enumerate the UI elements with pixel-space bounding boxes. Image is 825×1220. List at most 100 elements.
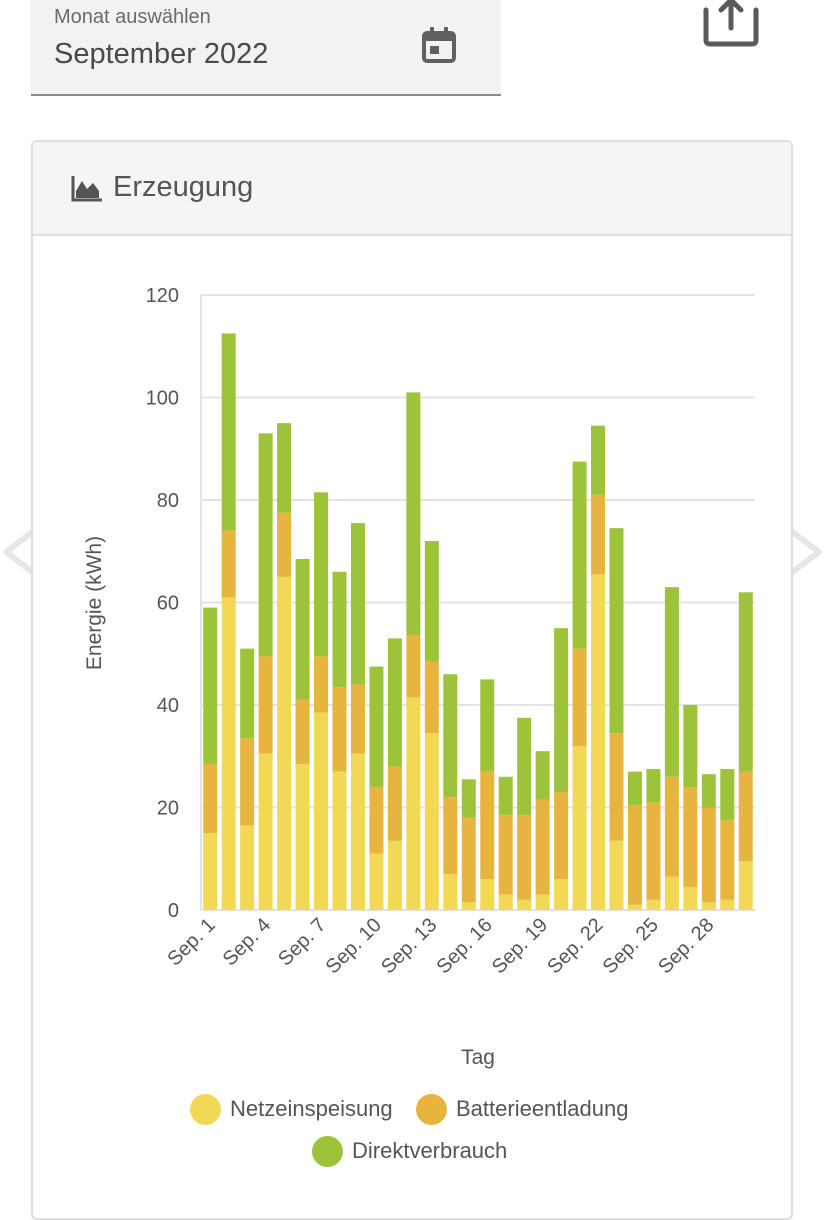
bar-direktverbrauch-day-11 xyxy=(387,638,402,767)
bar-netzeinspeisung-day-29 xyxy=(720,899,735,910)
bar-direktverbrauch-day-24 xyxy=(627,771,642,805)
area-chart-icon xyxy=(71,176,103,202)
y-axis-title: Energie (kWh) xyxy=(83,536,106,670)
bar-direktverbrauch-day-2 xyxy=(221,333,236,531)
bar-batterieentladung-day-11 xyxy=(387,766,402,841)
bar-direktverbrauch-day-9 xyxy=(350,523,365,685)
bar-batterieentladung-day-28 xyxy=(701,807,716,903)
bar-netzeinspeisung-day-24 xyxy=(627,904,642,910)
bar-batterieentladung-day-30 xyxy=(738,771,753,862)
bar-direktverbrauch-day-22 xyxy=(591,425,606,495)
share-icon[interactable] xyxy=(700,0,762,48)
x-tick-label: Sep. 4 xyxy=(219,914,275,970)
bar-batterieentladung-day-3 xyxy=(240,738,255,826)
legend-label-batterieentladung: Batterieentladung xyxy=(456,1096,629,1121)
bar-direktverbrauch-day-19 xyxy=(535,751,550,800)
month-picker[interactable]: Monat auswählen September 2022 xyxy=(31,0,501,96)
bar-direktverbrauch-day-20 xyxy=(554,628,569,793)
bar-batterieentladung-day-29 xyxy=(720,820,735,900)
bar-direktverbrauch-day-16 xyxy=(480,679,495,772)
bar-direktverbrauch-day-14 xyxy=(443,674,458,798)
bar-netzeinspeisung-day-6 xyxy=(295,763,310,910)
bar-netzeinspeisung-day-19 xyxy=(535,894,550,910)
bar-direktverbrauch-day-18 xyxy=(517,717,532,816)
x-tick-label: Sep. 13 xyxy=(377,914,441,978)
bar-netzeinspeisung-day-20 xyxy=(554,879,569,910)
bar-batterieentladung-day-2 xyxy=(221,530,236,598)
legend-label-direktverbrauch: Direktverbrauch xyxy=(352,1138,508,1163)
bar-direktverbrauch-day-26 xyxy=(664,587,679,777)
y-tick-label: 20 xyxy=(157,798,179,820)
bar-batterieentladung-day-23 xyxy=(609,733,624,841)
bar-batterieentladung-day-1 xyxy=(203,763,218,834)
bar-netzeinspeisung-day-3 xyxy=(240,825,255,910)
bar-netzeinspeisung-day-8 xyxy=(332,771,347,910)
bar-batterieentladung-day-10 xyxy=(369,787,384,854)
bar-direktverbrauch-day-27 xyxy=(683,705,698,787)
bar-batterieentladung-day-13 xyxy=(424,661,439,734)
bar-batterieentladung-day-25 xyxy=(646,802,661,900)
calendar-icon[interactable] xyxy=(421,26,457,64)
legend-item-direktverbrauch[interactable]: Direktverbrauch xyxy=(312,1133,507,1169)
bar-batterieentladung-day-14 xyxy=(443,797,458,875)
generation-card: Erzeugung 0 20 40 60 80 100 120 Sep. 1 Sep. 4 Sep… xyxy=(31,140,793,1220)
bar-batterieentladung-day-21 xyxy=(572,648,587,746)
bar-netzeinspeisung-day-30 xyxy=(738,861,753,910)
bar-netzeinspeisung-day-16 xyxy=(480,879,495,910)
bar-batterieentladung-day-5 xyxy=(277,512,292,577)
bar-direktverbrauch-day-17 xyxy=(498,776,513,816)
bar-netzeinspeisung-day-7 xyxy=(314,712,329,910)
legend-item-netzeinspeisung[interactable]: Netzeinspeisung xyxy=(190,1091,393,1127)
bar-netzeinspeisung-day-25 xyxy=(646,899,661,910)
bar-netzeinspeisung-day-5 xyxy=(277,576,292,910)
bar-netzeinspeisung-day-11 xyxy=(387,840,402,910)
bar-netzeinspeisung-day-22 xyxy=(591,574,606,910)
legend-dot-netzeinspeisung xyxy=(190,1093,221,1125)
bar-batterieentladung-day-15 xyxy=(461,817,476,903)
y-tick-label: 0 xyxy=(168,900,179,922)
bar-batterieentladung-day-12 xyxy=(406,635,421,698)
bar-direktverbrauch-day-15 xyxy=(461,779,476,818)
bar-netzeinspeisung-day-27 xyxy=(683,886,698,910)
bar-netzeinspeisung-day-4 xyxy=(258,753,273,910)
bar-batterieentladung-day-4 xyxy=(258,656,273,754)
bar-direktverbrauch-day-30 xyxy=(738,592,753,772)
bar-netzeinspeisung-day-23 xyxy=(609,840,624,910)
bar-direktverbrauch-day-1 xyxy=(203,607,218,764)
x-tick-label: Sep. 10 xyxy=(322,914,386,978)
bar-netzeinspeisung-day-13 xyxy=(424,733,439,910)
y-tick-label: 120 xyxy=(146,285,179,307)
bar-netzeinspeisung-day-12 xyxy=(406,697,421,910)
x-tick-label: Sep. 16 xyxy=(432,914,496,978)
card-header: Erzeugung xyxy=(33,142,791,236)
bar-direktverbrauch-day-25 xyxy=(646,769,661,803)
bar-direktverbrauch-day-3 xyxy=(240,648,255,739)
bar-direktverbrauch-day-6 xyxy=(295,558,310,700)
bar-batterieentladung-day-16 xyxy=(480,771,495,880)
bar-batterieentladung-day-24 xyxy=(627,804,642,905)
bar-batterieentladung-day-7 xyxy=(314,656,329,713)
y-tick-label: 100 xyxy=(146,388,179,410)
legend-dot-batterieentladung xyxy=(416,1093,447,1125)
bar-netzeinspeisung-day-10 xyxy=(369,853,384,910)
month-picker-value[interactable]: September 2022 xyxy=(54,38,269,70)
bar-direktverbrauch-day-10 xyxy=(369,666,384,787)
bar-netzeinspeisung-day-2 xyxy=(221,597,236,910)
x-axis-title: Tag xyxy=(461,1046,495,1069)
x-tick-label: Sep. 28 xyxy=(654,914,718,978)
bar-direktverbrauch-day-5 xyxy=(277,423,292,513)
bar-netzeinspeisung-day-17 xyxy=(498,894,513,910)
bar-netzeinspeisung-day-21 xyxy=(572,746,587,910)
bar-batterieentladung-day-9 xyxy=(350,684,365,754)
legend-item-batterieentladung[interactable]: Batterieentladung xyxy=(416,1091,628,1127)
card-title: Erzeugung xyxy=(113,171,254,203)
month-picker-label: Monat auswählen xyxy=(54,6,211,28)
bar-direktverbrauch-day-21 xyxy=(572,461,587,649)
bar-batterieentladung-day-22 xyxy=(591,494,606,575)
y-tick-label: 60 xyxy=(157,593,179,615)
bar-batterieentladung-day-17 xyxy=(498,815,513,895)
bar-netzeinspeisung-day-28 xyxy=(701,902,716,910)
bar-direktverbrauch-day-29 xyxy=(720,769,735,821)
bar-direktverbrauch-day-12 xyxy=(406,392,421,636)
